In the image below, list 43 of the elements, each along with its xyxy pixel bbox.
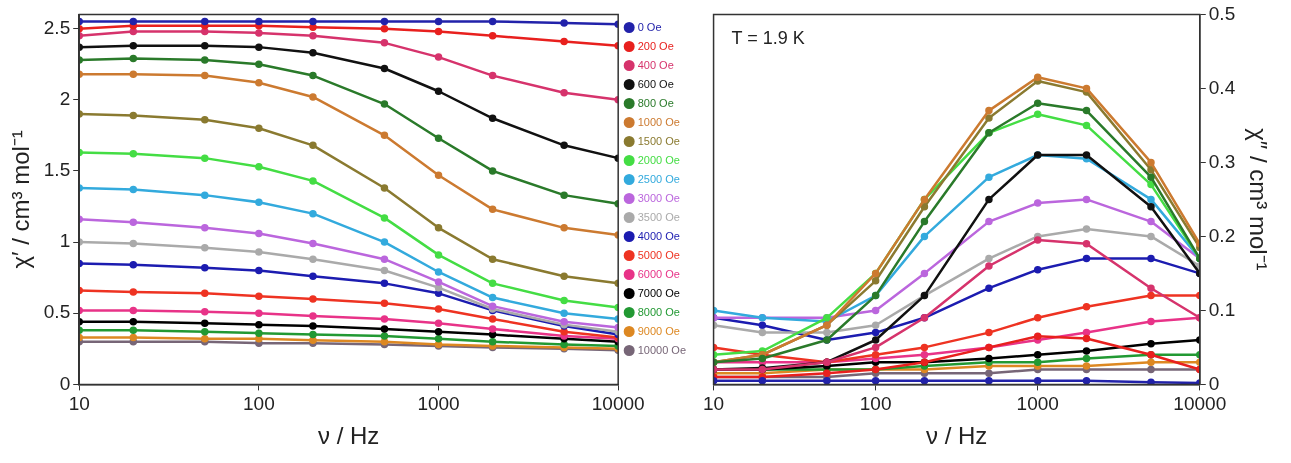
y-axis-title: χ′ / cm³ mol⁻¹ [7,130,35,269]
legend-label: 7000 Oe [637,286,680,299]
y2-tick-label: 0.5 [1208,2,1236,24]
y2-tick-label: 0.1 [1208,298,1236,320]
legend-label: 400 Oe [637,58,674,71]
x-tick-label: 10 [68,393,90,415]
x-tick-label: 10 [703,393,725,415]
legend-label: 1000 Oe [637,115,680,128]
y-tick-label: 2 [59,88,71,110]
legend-label: 4000 Oe [637,229,680,242]
annotation: T = 1.9 K [731,28,805,49]
y-tick-label: 0 [59,372,71,394]
legend-label: 2000 Oe [637,153,680,166]
y-tick-label: 1 [59,230,71,252]
x-tick-label: 10000 [591,393,645,415]
legend-label: 600 Oe [637,77,674,90]
y2-tick-label: 0 [1208,372,1220,394]
legend-label: 2500 Oe [637,172,680,185]
legend-label: 3500 Oe [637,210,680,223]
legend-label: 0 Oe [637,20,662,33]
legend-label: 1500 Oe [637,134,680,147]
x-tick-label: 100 [859,393,892,415]
x-tick-label: 100 [243,393,275,415]
x-axis-title: ν / Hz [318,422,380,450]
legend-label: 6000 Oe [637,267,680,280]
legend-label: 9000 Oe [637,324,680,337]
x-tick-label: 1000 [1016,393,1059,415]
x-axis-title: ν / Hz [926,422,988,450]
y-tick-label: 2.5 [43,16,71,38]
y2-tick-label: 0.4 [1208,76,1236,98]
legend-label: 5000 Oe [637,248,680,261]
legend-label: 200 Oe [637,39,674,52]
y2-axis-title: χ″ / cm³ mol⁻¹ [1244,128,1272,271]
legend-label: 3000 Oe [637,191,680,204]
y2-tick-label: 0.3 [1208,150,1236,172]
y2-tick-label: 0.2 [1208,224,1236,246]
y-tick-label: 0.5 [43,301,71,323]
y-tick-label: 1.5 [43,159,71,181]
legend-label: 800 Oe [637,96,674,109]
legend-label: 10000 Oe [637,343,687,356]
legend-label: 8000 Oe [637,305,680,318]
x-tick-label: 10000 [1173,393,1227,415]
x-tick-label: 1000 [417,393,460,415]
